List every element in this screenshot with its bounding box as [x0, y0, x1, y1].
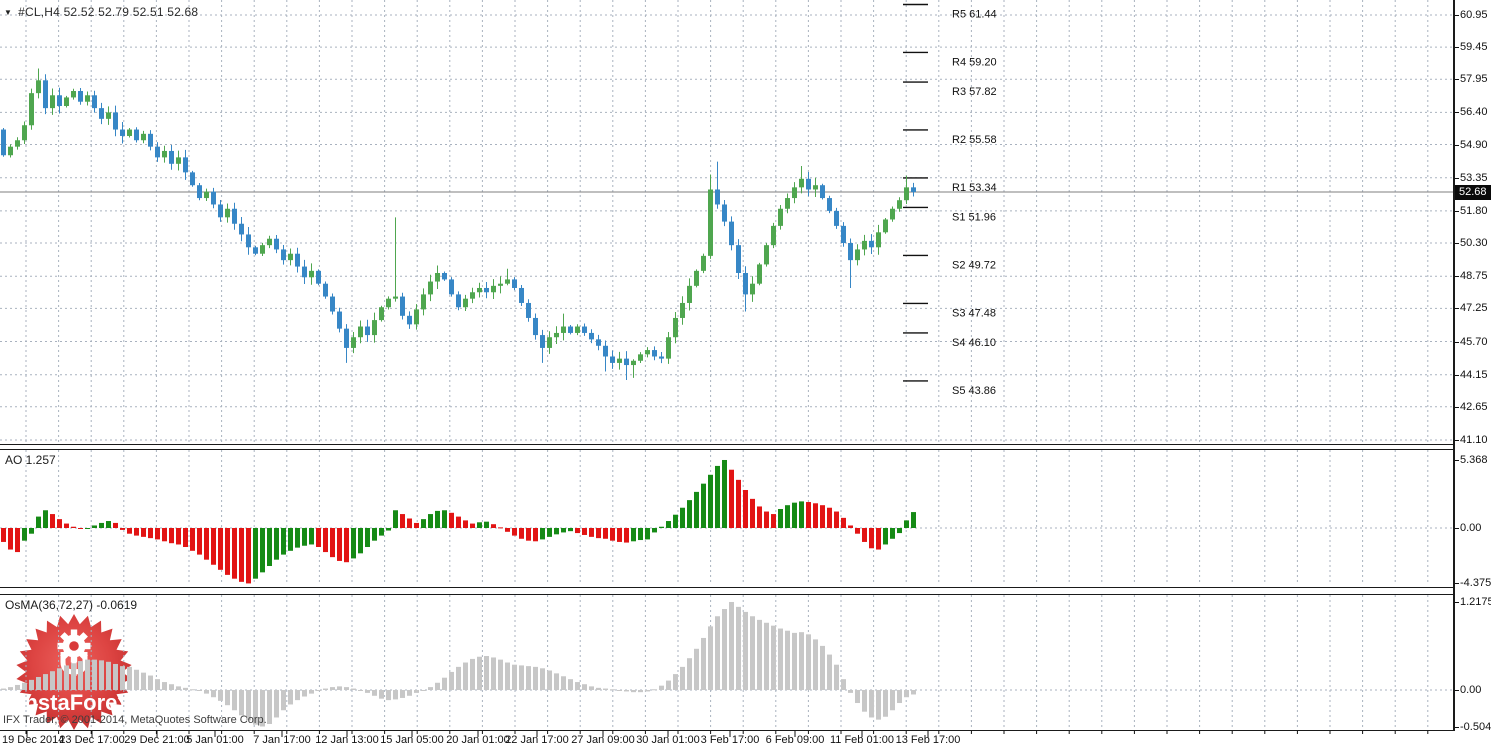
price-axis-label: 44.15	[1460, 368, 1488, 381]
price-axis-label: 60.95	[1460, 9, 1488, 21]
symbol-quote-bar: ▼ #CL,H4 52.52 52.79 52.51 52.68	[4, 5, 198, 19]
axis-tick	[1455, 210, 1459, 212]
price-axis-label: 1.2175	[1460, 595, 1491, 608]
time-axis-label: 15 Jan 05:00	[380, 734, 444, 746]
time-axis-label: 30 Jan 01:00	[636, 734, 700, 746]
time-axis-label: 11 Feb 01:00	[829, 734, 895, 746]
time-axis-label: 19 Dec 2014	[2, 734, 65, 746]
price-axis-label: 0.00	[1460, 684, 1482, 696]
price-axis-label: 5.368	[1460, 453, 1488, 466]
osma-bars	[1, 601, 916, 727]
price-axis-label: 53.35	[1460, 171, 1488, 184]
pivot-label: S4 46.10	[952, 337, 996, 349]
ao-histogram-area[interactable]	[0, 450, 1453, 585]
pivot-label: S5 43.86	[952, 385, 996, 397]
axis-tick	[1455, 459, 1459, 461]
pivot-label: R3 57.82	[952, 86, 997, 98]
time-axis-label: 23 Dec 17:00	[59, 734, 125, 746]
price-axis-label: 47.25	[1460, 302, 1488, 315]
axis-tick	[1455, 308, 1459, 310]
time-axis-label: 27 Jan 09:00	[571, 734, 635, 746]
axis-tick	[1455, 583, 1459, 585]
price-axis-label: 0.00	[1460, 522, 1482, 534]
price-axis-label: 50.30	[1460, 237, 1488, 250]
axis-tick	[1455, 177, 1459, 179]
osma-histogram-area[interactable]	[0, 595, 1453, 728]
ao-bars	[1, 459, 916, 584]
price-axis-label: 41.10	[1460, 433, 1488, 446]
time-axis-label: 22 Jan 17:00	[505, 734, 569, 746]
time-axis-label: 5 Jan 01:00	[186, 734, 244, 746]
symbol-dropdown-icon[interactable]: ▼	[4, 8, 13, 17]
axis-tick	[1455, 690, 1459, 691]
time-axis-label: 3 Feb 17:00	[700, 734, 760, 746]
current-price-badge: 52.68	[1455, 185, 1491, 200]
axis-tick	[1455, 47, 1459, 49]
price-axis-label: 56.40	[1460, 106, 1488, 119]
pivot-label: R2 55.58	[952, 134, 997, 146]
time-axis-label: 13 Feb 17:00	[895, 734, 961, 746]
time-axis-ticks	[25, 731, 1429, 737]
pivot-label: S3 47.48	[952, 307, 996, 319]
osma-indicator-panel: OsMA(36,72,27) -0.0619	[0, 594, 1453, 731]
symbol-name: #CL,H4	[18, 5, 61, 19]
price-axis-label: 48.75	[1460, 270, 1488, 283]
candle-series	[1, 68, 916, 381]
copyright-text: IFX Trader, © 2001-2014, MetaQuotes Soft…	[3, 714, 267, 726]
axis-tick	[1455, 243, 1459, 245]
axis-tick	[1455, 341, 1459, 343]
pivot-label: S2 49.72	[952, 259, 996, 271]
pivot-label: R5 61.44	[952, 9, 997, 21]
axis-tick	[1455, 406, 1459, 408]
axis-tick	[1455, 528, 1459, 529]
axis-tick	[1455, 79, 1459, 81]
ao-indicator-label: AO 1.257	[5, 453, 56, 467]
time-axis-label: 7 Jan 17:00	[253, 734, 311, 746]
price-axis-label: 54.90	[1460, 138, 1488, 151]
pivot-label: S1 51.96	[952, 211, 996, 223]
candlestick-chart-area[interactable]: R5 61.44 R4 59.20 R3 57.82 R2 55.58 R1 53.34…	[0, 0, 1453, 443]
axis-tick	[1455, 276, 1459, 278]
axis-tick	[1455, 601, 1459, 603]
time-axis-label: 20 Jan 01:00	[446, 734, 510, 746]
grid	[0, 0, 1453, 443]
price-axis-label: 45.70	[1460, 335, 1488, 348]
price-axis-label: -0.5049	[1460, 720, 1491, 733]
osma-indicator-label: OsMA(36,72,27) -0.0619	[5, 598, 138, 612]
axis-tick	[1455, 439, 1459, 441]
time-axis-label: 6 Feb 09:00	[765, 734, 825, 746]
price-axis-label: -4.375	[1460, 577, 1491, 590]
symbol-ohlc-quote: 52.52 52.79 52.51 52.68	[63, 5, 199, 19]
time-axis-label: 29 Dec 21:00	[124, 734, 190, 746]
price-axis-label: 42.65	[1460, 400, 1488, 413]
axis-tick	[1455, 15, 1459, 16]
logo-text: InstaForex	[18, 690, 130, 715]
time-axis-label: 12 Jan 13:00	[315, 734, 379, 746]
axis-tick	[1455, 374, 1459, 376]
pivot-label: R1 53.34	[952, 182, 997, 194]
price-axis-label: 51.80	[1460, 204, 1488, 217]
pivot-levels: R5 61.44 R4 59.20 R3 57.82 R2 55.58 R1 53.34…	[903, 3, 997, 397]
time-axis[interactable]: 19 Dec 2014 23 Dec 17:00 29 Dec 21:00 5 Jan…	[0, 731, 1453, 748]
price-axis-label: 57.95	[1460, 73, 1488, 86]
axis-tick	[1455, 144, 1459, 146]
price-axis[interactable]: 52.68 60.95 59.45 57.95 56.40 54.90 53.35 51.8…	[1453, 0, 1491, 733]
price-axis-label: 59.45	[1460, 41, 1488, 54]
axis-tick	[1455, 112, 1459, 114]
ao-indicator-panel: AO 1.257	[0, 449, 1453, 588]
axis-tick	[1455, 726, 1459, 728]
instaforex-logo: InstaForex	[16, 614, 132, 730]
main-chart-panel: R5 61.44 R4 59.20 R3 57.82 R2 55.58 R1 53.34…	[0, 0, 1453, 445]
pivot-label: R4 59.20	[952, 56, 997, 68]
